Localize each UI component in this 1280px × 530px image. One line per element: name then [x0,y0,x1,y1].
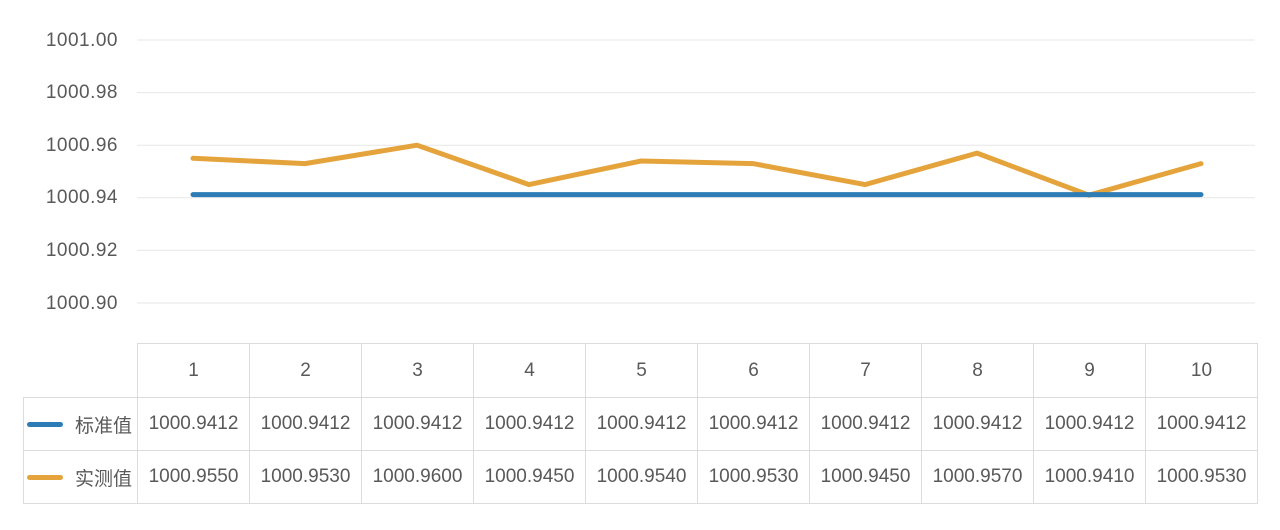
legend-label: 实测值 [74,468,132,490]
table-header-cell: 1 [137,343,250,398]
table-value-cell: 1000.9450 [809,450,922,504]
measured-legend-line-icon [26,474,63,480]
table-value-cell: 1000.9412 [1033,397,1146,451]
table-header-cell: 5 [585,343,698,398]
table-value-cell: 1000.9540 [585,450,698,504]
table-value-cell: 1000.9410 [1033,450,1146,504]
y-axis-tick-label: 1000.98 [45,82,118,104]
table-value-cell: 1000.9530 [249,450,362,504]
table-header-cell: 10 [1145,343,1258,398]
table-value-cell: 1000.9530 [697,450,810,504]
table-header-cell: 8 [921,343,1034,398]
legend-cell: 实测值 [23,450,138,504]
table-row: 实测值 1000.9550 1000.9530 1000.9600 1000.9450 1… [23,450,1258,504]
table-value-cell: 1000.9600 [361,450,474,504]
table-corner-cell [24,344,138,398]
table-value-cell: 1000.9412 [921,397,1034,451]
table-header-cell: 9 [1033,343,1146,398]
table-value-cell: 1000.9412 [809,397,922,451]
y-axis-tick-label: 1000.92 [45,239,118,261]
chart-canvas [137,39,1255,304]
table-value-cell: 1000.9550 [137,450,250,504]
table-value-cell: 1000.9570 [921,450,1034,504]
legend-cell: 标准值 [23,397,138,451]
table-header-cell: 2 [249,343,362,398]
legend-label: 标准值 [74,415,132,437]
standard-legend-line-icon [26,421,63,427]
table-value-cell: 1000.9412 [585,397,698,451]
y-axis-tick-label: 1000.94 [45,187,118,209]
table-header-cell: 7 [809,343,922,398]
table-value-cell: 1000.9412 [137,397,250,451]
table-header-cell: 4 [473,343,586,398]
series-line-measured [190,142,1204,198]
y-axis-tick-label: 1000.90 [45,292,118,314]
table-value-cell: 1000.9412 [249,397,362,451]
y-axis-tick-label: 1001.00 [45,29,118,51]
table-value-cell: 1000.9530 [1145,450,1258,504]
table-header-cell: 6 [697,343,810,398]
table-value-cell: 1000.9412 [473,397,586,451]
table-value-cell: 1000.9412 [697,397,810,451]
table-value-cell: 1000.9412 [361,397,474,451]
table-value-cell: 1000.9412 [1145,397,1258,451]
line-chart: 1001.00 1000.98 1000.96 1000.94 1000.92 1000.… [45,29,1255,314]
table-row: 标准值 1000.9412 1000.9412 1000.9412 1000.9412 1… [23,397,1258,451]
data-table: 1 2 3 4 5 6 7 8 9 10 标准值 1000.9412 1000.9412 1000.94… [23,343,1258,504]
table-value-cell: 1000.9450 [473,450,586,504]
y-axis-tick-label: 1000.96 [45,134,118,156]
table-header-row: 1 2 3 4 5 6 7 8 9 10 [24,343,1258,398]
table-header-cell: 3 [361,343,474,398]
